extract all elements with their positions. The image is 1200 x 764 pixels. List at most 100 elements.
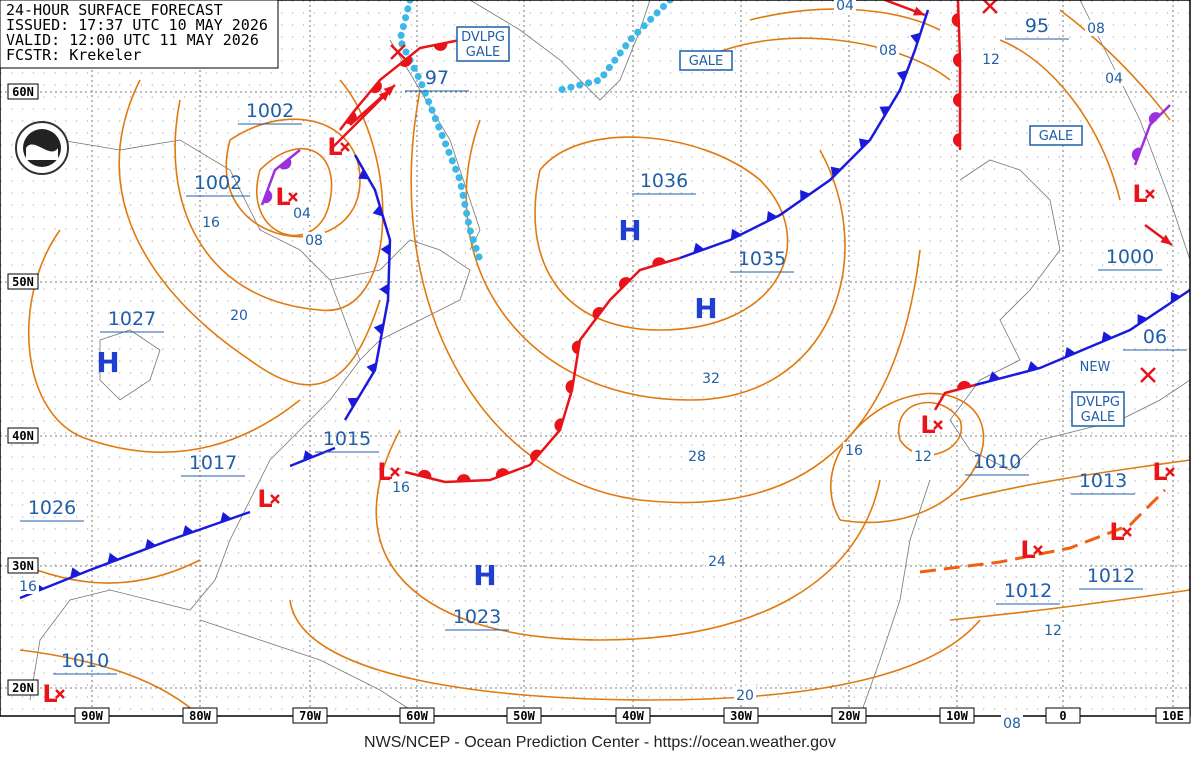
low-center: L [377,458,392,486]
front-symbol [554,418,564,433]
front-symbol [370,80,382,94]
header-box [0,0,279,69]
front-symbol [693,242,705,254]
front-symbol [730,228,742,240]
lon-box [506,707,542,724]
front-symbol [417,469,432,479]
lon-label: 0 [1059,709,1066,723]
isobar-label: 16 [202,215,220,231]
front-symbol [1101,331,1113,343]
low-center: L [257,485,272,513]
front-symbol [70,567,82,578]
isobar-label: 16 [392,480,410,496]
front-symbol [592,306,604,320]
pressure-label: 1002 [246,100,294,122]
isobar-label-bg [1085,20,1107,36]
low-cross [340,142,350,152]
front-symbol [951,12,959,27]
warning-text: GALE [1039,129,1073,144]
low-cross [1122,527,1132,537]
isobar-label-bg [291,205,313,221]
motion-arrowhead [1160,234,1172,245]
isobar-label: 32 [702,371,720,387]
low-cross [390,467,400,477]
lon-box [74,707,110,724]
front-symbol [953,92,960,107]
lon-label: 10W [946,709,968,723]
isobar-label: 20 [230,308,248,324]
lon-label: 60W [406,709,428,723]
lon-label: 80W [189,709,211,723]
lon-label: 40W [622,709,644,723]
front-symbol [107,552,119,564]
warning-text: GALE [689,54,723,69]
front-symbol [800,189,811,201]
pressure-label: 1026 [28,497,76,519]
isobar-label: 08 [305,233,323,249]
low-center: L [42,680,57,708]
lon-box [292,707,328,724]
warning-text: DVLPG [1076,395,1120,410]
front-symbol [302,450,315,461]
warning-text: GALE [466,45,500,60]
lat-box [7,427,39,444]
pressure-label: 1002 [194,172,242,194]
front-symbol [988,371,1001,382]
lon-box [1155,707,1191,724]
map-border [0,0,1191,717]
front-symbol [1064,346,1076,358]
front-symbol [278,158,292,170]
front-symbol [1131,147,1142,162]
front-symbol [571,340,580,355]
ice-edge [396,0,674,264]
front-line [19,510,251,600]
dissipating-low [982,0,998,14]
lon-box [831,707,867,724]
front-line [343,154,392,421]
isobar-label: 28 [688,449,706,465]
isobar-label-bg [1103,70,1125,86]
front-symbol [495,468,510,478]
lon-label: 10E [1162,709,1184,723]
front-symbol [182,525,194,536]
pressure-label: 06 [1143,326,1167,348]
pressure-label: 1017 [189,452,237,474]
warning-box [679,50,733,71]
front-line [974,288,1191,387]
front-line [404,256,681,484]
lat-box [7,83,39,100]
high-center: H [96,346,119,379]
graticule [0,0,1190,716]
isobar-label: 12 [914,449,932,465]
front-symbol [530,449,542,462]
isobar-label-bg [834,0,856,13]
isobar-label-bg [200,214,222,230]
front-symbol [957,380,972,390]
noaa-logo [15,121,69,175]
front-symbol [896,70,908,82]
front-symbol [380,243,390,256]
pressure-label: 1010 [973,451,1021,473]
lat-label: 30N [12,559,34,573]
lon-box [399,707,435,724]
lat-label: 60N [12,85,34,99]
footer: NWS/NCEP - Ocean Prediction Center - htt… [364,734,836,751]
warning-box [1029,125,1083,146]
front-symbol [358,168,369,180]
front-line [339,38,461,131]
front-symbol [366,362,377,375]
front-symbol [879,106,891,117]
lon-label: 50W [513,709,535,723]
dissipating-low [1140,367,1156,383]
front-symbol [144,538,157,550]
front-symbol [953,52,961,67]
isobar-label: 12 [1044,623,1062,639]
low-center: L [1109,518,1124,546]
lon-box [723,707,759,724]
lon-label: 90W [81,709,103,723]
front-symbol [1027,361,1039,372]
isobar-label-bg [700,370,722,386]
warning-text: DVLPG [461,30,505,45]
